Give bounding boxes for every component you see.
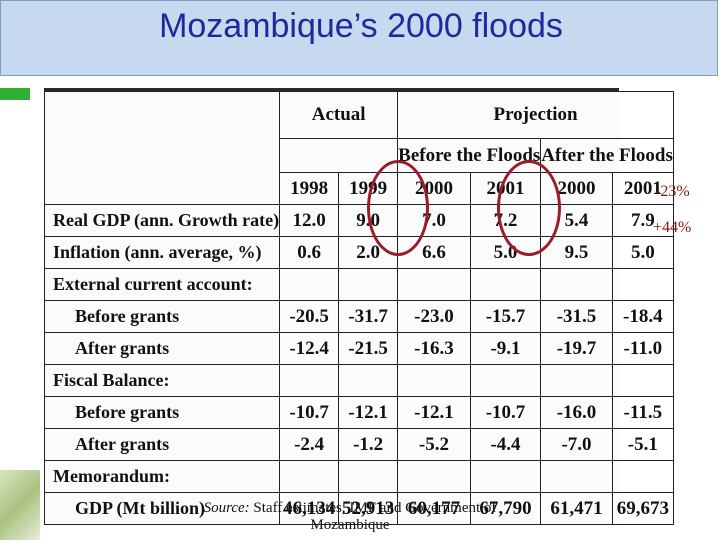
header-after-floods: After the Floods [540,138,674,173]
title-bar: Mozambique’s 2000 floods [0,0,718,76]
value-cell: -21.5 [338,332,399,365]
value-cell: 61,471 [540,492,613,525]
row-label: After grants [43,332,281,365]
value-cell [397,460,471,493]
value-cell [338,460,399,493]
value-cell: 69,673 [611,492,674,525]
header-projection: Projection [397,91,674,139]
source-note: Source: Staff estimates, IMF and Governm… [180,500,520,534]
table-row: After grants -12.4 -21.5 -16.3 -9.1 -19.… [43,332,674,365]
value-cell [469,364,542,397]
value-cell: -11.0 [611,332,674,365]
green-accent-strip [0,88,30,100]
value-cell: -16.3 [397,332,471,365]
value-cell [338,268,399,301]
header-row-subgroups: Before the Floods After the Floods [45,138,674,173]
value-cell [540,460,613,493]
value-cell: 7.9 [611,204,674,237]
value-cell: 0.6 [279,236,340,269]
value-cell [338,364,399,397]
value-cell: -1.2 [338,428,399,461]
table-row: External current account: [43,268,674,301]
highlight-circle-after-2000 [497,160,561,256]
table-row: After grants -2.4 -1.2 -5.2 -4.4 -7.0 -5… [43,428,674,461]
value-cell [279,364,340,397]
table-row: Before grants -10.7 -12.1 -12.1 -10.7 -1… [43,396,674,429]
value-cell: -31.7 [338,300,399,333]
value-cell: -15.7 [469,300,542,333]
row-label: Fiscal Balance: [43,364,281,397]
value-cell: -23.0 [397,300,471,333]
header-row-groups: Actual Projection [43,91,674,205]
table-row: GDP (Mt billion) 46,134 52,913 60,177 67… [43,492,674,525]
value-cell: 67,790 [469,492,542,525]
value-cell: -2.4 [279,428,340,461]
value-cell: -7.0 [540,428,613,461]
source-text: Staff estimates, IMF and Government of M… [253,500,497,533]
scan-top-edge [44,88,619,91]
source-label: Source: [203,500,250,516]
row-label: Inflation (ann. average, %) [43,236,281,269]
table-row: Real GDP (ann. Growth rate) 12.0 9.0 7.0… [43,204,674,237]
value-cell [397,364,471,397]
decorative-logo-fragment [0,470,40,540]
row-label: After grants [43,428,281,461]
table-row: Memorandum: [43,460,674,493]
annotation-gdp-change: -23% [655,183,690,200]
value-cell: -12.1 [338,396,399,429]
value-cell: -12.1 [397,396,471,429]
value-cell: -9.1 [469,332,542,365]
row-label: Before grants [43,300,281,333]
value-cell [279,460,340,493]
value-cell: 5.0 [611,236,674,269]
row-label: Memorandum: [43,460,281,493]
value-cell [540,268,613,301]
projection-table: Actual Projection Before the Floods Afte… [43,91,674,525]
row-label: Real GDP (ann. Growth rate) [43,204,281,237]
header-corner-cell [43,91,281,205]
value-cell [540,364,613,397]
table-row: Inflation (ann. average, %) 0.6 2.0 6.6 … [43,236,674,269]
highlight-circle-before-2000 [367,160,429,256]
value-cell: 52,913 [338,492,399,525]
value-cell: -31.5 [540,300,613,333]
year-cell: 1998 [279,172,340,205]
annotation-inflation-change: +44% [653,219,692,236]
value-cell [611,364,674,397]
header-actual: Actual [279,91,399,139]
value-cell: -5.1 [611,428,674,461]
value-cell [469,268,542,301]
value-cell: -10.7 [279,396,340,429]
value-cell: -11.5 [611,396,674,429]
value-cell [397,268,471,301]
value-cell [611,268,674,301]
table-row: Before grants -20.5 -31.7 -23.0 -15.7 -3… [43,300,674,333]
value-cell: 46,134 [279,492,340,525]
value-cell: -16.0 [540,396,613,429]
table-row: Fiscal Balance: [43,364,674,397]
row-label: External current account: [43,268,281,301]
value-cell [611,460,674,493]
row-label: GDP (Mt billion) [43,492,281,525]
row-label: Before grants [43,396,281,429]
value-cell: -19.7 [540,332,613,365]
value-cell: -20.5 [279,300,340,333]
value-cell: -10.7 [469,396,542,429]
value-cell: -5.2 [397,428,471,461]
value-cell: -18.4 [611,300,674,333]
value-cell: -12.4 [279,332,340,365]
value-cell: -4.4 [469,428,542,461]
value-cell: 12.0 [279,204,340,237]
value-cell [279,268,340,301]
value-cell: 60,177 [397,492,471,525]
slide-title: Mozambique’s 2000 floods [159,7,563,45]
value-cell [469,460,542,493]
